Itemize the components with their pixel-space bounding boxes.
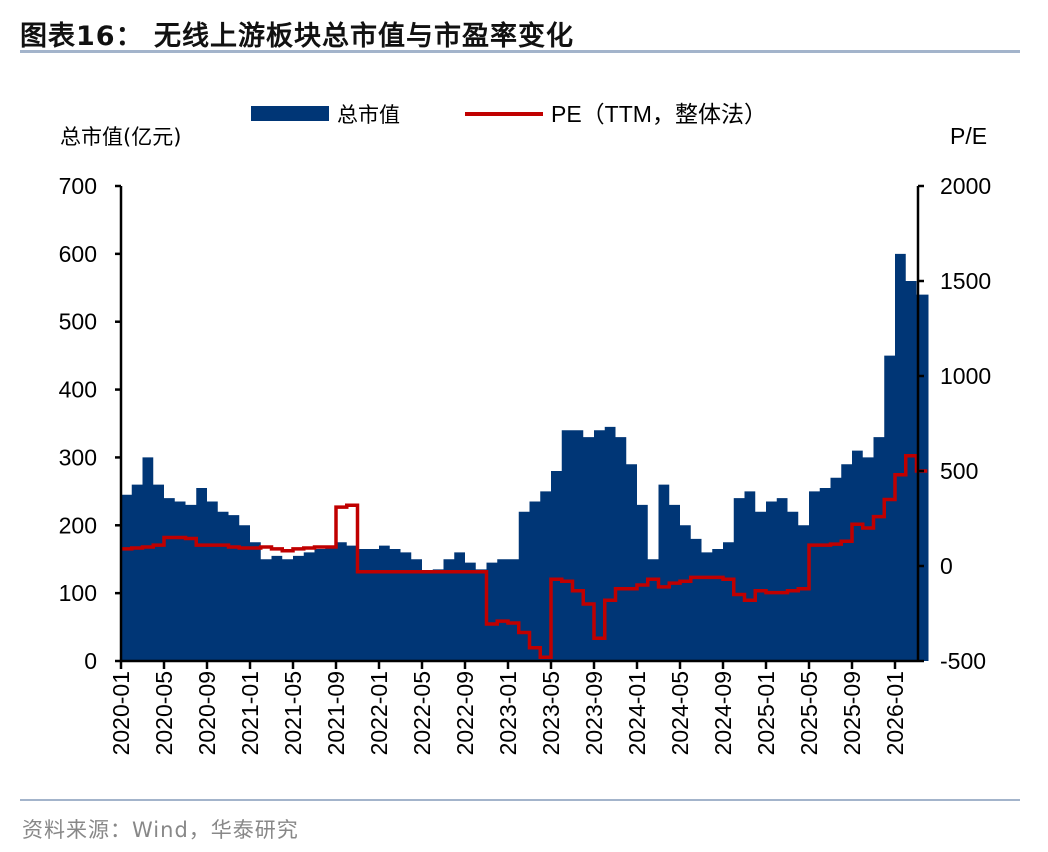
x-tick-label: 2026-01 — [882, 671, 908, 755]
x-tick-label: 2020-05 — [151, 671, 177, 755]
source-note: 资料来源：Wind，华泰研究 — [22, 818, 299, 842]
right-tick-label: 500 — [940, 458, 978, 484]
x-tick-label: 2025-09 — [839, 671, 865, 755]
left-tick-label: 300 — [59, 444, 97, 470]
x-tick-label: 2021-05 — [280, 671, 306, 755]
x-tick-label: 2023-09 — [581, 671, 607, 755]
x-tick-label: 2022-01 — [366, 671, 392, 755]
x-tick-label: 2022-05 — [409, 671, 435, 755]
footer-divider — [20, 799, 1020, 801]
x-tick-label: 2025-05 — [796, 671, 822, 755]
x-tick-label: 2021-01 — [237, 671, 263, 755]
legend-label-market-cap: 总市值 — [337, 103, 400, 127]
right-tick-label: 0 — [940, 553, 953, 579]
left-tick-label: 500 — [59, 309, 97, 335]
left-tick-label: 600 — [59, 241, 97, 267]
figure-title: 图表16： 无线上游板块总市值与市盈率变化 — [20, 21, 574, 52]
left-tick-label: 100 — [59, 580, 97, 606]
right-tick-label: 1500 — [940, 268, 991, 294]
market-cap-area — [121, 253, 929, 661]
right-tick-label: -500 — [940, 648, 986, 674]
left-tick-label: 200 — [59, 512, 97, 538]
x-tick-label: 2024-01 — [624, 671, 650, 755]
legend-label-pe: PE（TTM，整体法） — [551, 101, 767, 127]
x-tick-label: 2023-05 — [538, 671, 564, 755]
legend: 总市值 PE（TTM，整体法） — [251, 101, 767, 127]
x-tick-label: 2020-09 — [194, 671, 220, 755]
x-tick-label: 2024-05 — [667, 671, 693, 755]
left-tick-label: 0 — [84, 648, 97, 674]
x-tick-label: 2025-01 — [753, 671, 779, 755]
x-tick-label: 2020-01 — [108, 671, 134, 755]
legend-swatch-market-cap — [251, 106, 329, 121]
title-divider — [20, 50, 1020, 53]
right-axis-title: P/E — [950, 123, 987, 149]
right-tick-label: 2000 — [940, 173, 991, 199]
left-axis-title: 总市值(亿元) — [60, 125, 181, 149]
x-tick-label: 2023-01 — [495, 671, 521, 755]
x-tick-label: 2022-09 — [452, 671, 478, 755]
pe-line — [121, 454, 928, 659]
x-tick-label: 2024-09 — [710, 671, 736, 755]
right-tick-label: 1000 — [940, 363, 991, 389]
left-tick-label: 400 — [59, 377, 97, 403]
x-tick-label: 2021-09 — [323, 671, 349, 755]
left-tick-label: 700 — [59, 173, 97, 199]
